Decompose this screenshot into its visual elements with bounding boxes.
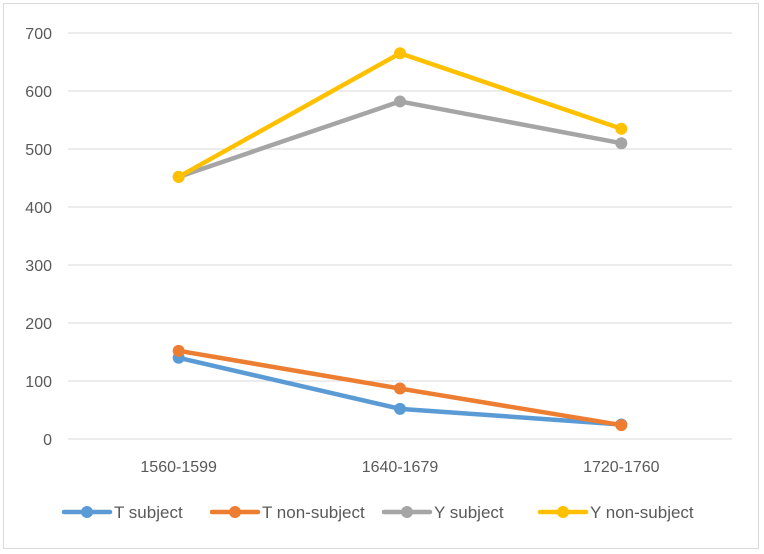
y-tick-label: 600 [25,84,52,101]
data-point [394,402,406,415]
x-tick-label: 1560-1599 [140,459,217,476]
y-tick-label: 0 [43,432,52,449]
y-tick-label: 500 [25,142,52,159]
series-t-non-subject [172,344,628,432]
data-point [394,382,406,395]
legend-marker [229,506,241,518]
data-point [615,137,628,150]
data-point [172,344,185,357]
y-tick-label: 300 [25,258,52,275]
legend: T subject T non-subject Y subject Y non-sub… [61,503,694,522]
legend-item: T subject [61,503,183,522]
y-tick-label: 100 [25,374,52,391]
y-axis-tick-labels: 0 100 200 300 400 500 600 700 [25,26,52,449]
series-lines [172,47,628,432]
data-point [615,122,628,135]
legend-item: Y subject [381,503,504,522]
chart-area [3,3,759,549]
legend-item: T non-subject [209,503,365,522]
x-tick-label: 1640-1679 [362,459,439,476]
y-tick-label: 400 [25,200,52,217]
series-line [176,51,624,180]
data-point [394,47,406,60]
legend-label: T non-subject [262,503,365,522]
legend-label: T subject [114,503,183,522]
legend-marker [81,506,93,518]
gridlines [68,32,732,440]
data-point [394,95,406,108]
y-tick-label: 200 [25,316,52,333]
legend-label: Y non-subject [590,503,694,522]
x-axis-tick-labels: 1560-1599 1640-1679 1720-1760 [140,459,659,476]
legend-label: Y subject [434,503,504,522]
series-y-non-subject [172,47,628,183]
data-point [172,170,185,183]
data-point [615,419,628,432]
legend-marker [557,506,569,518]
y-tick-label: 700 [25,26,52,43]
legend-marker [401,506,413,518]
legend-item: Y non-subject [537,503,694,522]
x-tick-label: 1720-1760 [583,459,660,476]
